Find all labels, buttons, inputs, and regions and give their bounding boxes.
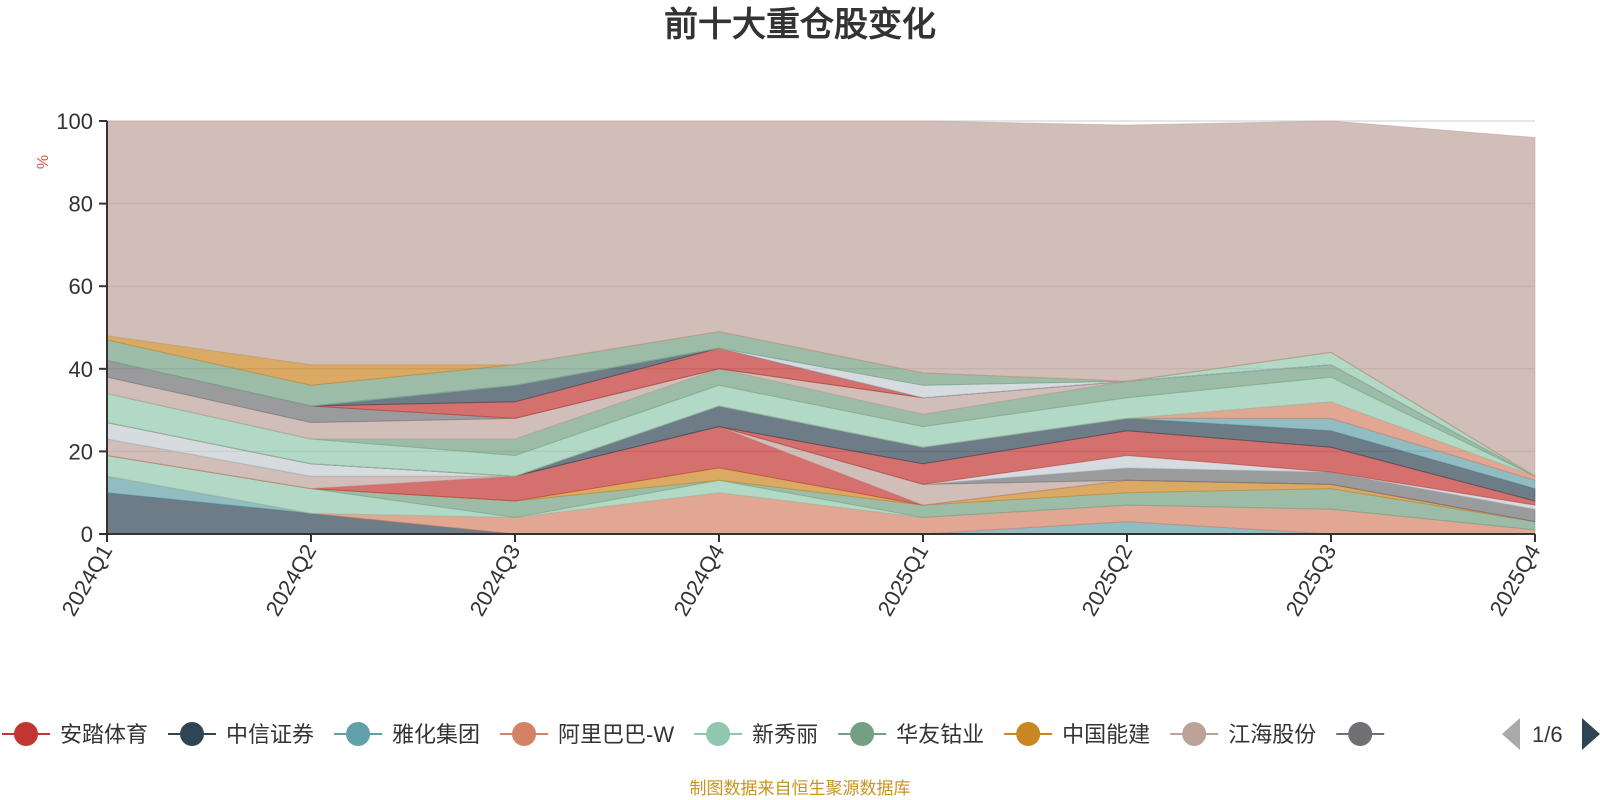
legend-item[interactable]: 中信证券 bbox=[168, 722, 314, 747]
legend[interactable]: 安踏体育 中信证券 雅化集团 阿里巴巴-W 新秀丽 华友钴业 中国能建 江海股份 1/6 bbox=[2, 718, 1600, 750]
legend-marker bbox=[512, 722, 537, 746]
x-tick-label: 2025Q2 bbox=[1077, 540, 1138, 620]
legend-next-page-icon[interactable] bbox=[1582, 718, 1600, 750]
x-tick-label: 2024Q1 bbox=[57, 540, 118, 620]
legend-marker bbox=[850, 722, 875, 746]
legend-label: 安踏体育 bbox=[60, 722, 148, 747]
legend-marker bbox=[1348, 722, 1373, 746]
legend-label: 华友钴业 bbox=[896, 722, 984, 747]
legend-label: 中国能建 bbox=[1062, 722, 1150, 747]
area-series-layer bbox=[106, 120, 1536, 535]
legend-item[interactable]: 华友钴业 bbox=[838, 722, 984, 747]
y-tick-label: 0 bbox=[81, 522, 93, 547]
area-series-其他 bbox=[106, 120, 1536, 478]
y-axis-unit-label: % bbox=[35, 155, 52, 169]
legend-item[interactable] bbox=[1336, 722, 1385, 746]
legend-label: 江海股份 bbox=[1228, 722, 1316, 747]
legend-label: 雅化集团 bbox=[392, 722, 480, 747]
legend-item[interactable]: 阿里巴巴-W bbox=[500, 722, 674, 747]
y-tick-label: 20 bbox=[69, 439, 93, 464]
legend-marker bbox=[346, 722, 371, 746]
legend-item[interactable]: 江海股份 bbox=[1170, 722, 1316, 747]
legend-marker bbox=[1182, 722, 1207, 746]
legend-marker bbox=[14, 722, 38, 746]
chart-title: 前十大重仓股变化 bbox=[664, 6, 936, 44]
y-tick-label: 60 bbox=[69, 274, 93, 299]
legend-marker bbox=[706, 722, 731, 746]
legend-prev-page-icon[interactable] bbox=[1502, 718, 1520, 750]
y-tick-label: 100 bbox=[56, 109, 93, 134]
legend-item[interactable]: 雅化集团 bbox=[334, 722, 480, 747]
legend-label: 中信证券 bbox=[226, 722, 314, 747]
legend-label: 新秀丽 bbox=[752, 722, 818, 747]
y-tick-label: 80 bbox=[69, 192, 93, 217]
x-tick-label: 2025Q1 bbox=[873, 540, 934, 620]
legend-page-indicator: 1/6 bbox=[1532, 722, 1563, 747]
legend-marker bbox=[1016, 722, 1041, 746]
x-tick-label: 2024Q4 bbox=[669, 540, 730, 620]
x-tick-label: 2024Q3 bbox=[465, 540, 526, 620]
x-tick-label: 2024Q2 bbox=[261, 540, 322, 620]
legend-item[interactable]: 中国能建 bbox=[1004, 722, 1150, 747]
legend-item[interactable]: 新秀丽 bbox=[694, 722, 818, 747]
legend-marker bbox=[180, 722, 205, 746]
legend-label: 阿里巴巴-W bbox=[558, 722, 674, 747]
x-tick-label: 2025Q3 bbox=[1281, 540, 1342, 620]
source-note: 制图数据来自恒生聚源数据库 bbox=[689, 779, 911, 798]
y-tick-label: 40 bbox=[69, 357, 93, 382]
x-tick-label: 2025Q4 bbox=[1485, 540, 1546, 620]
legend-item[interactable]: 安踏体育 bbox=[2, 722, 148, 747]
